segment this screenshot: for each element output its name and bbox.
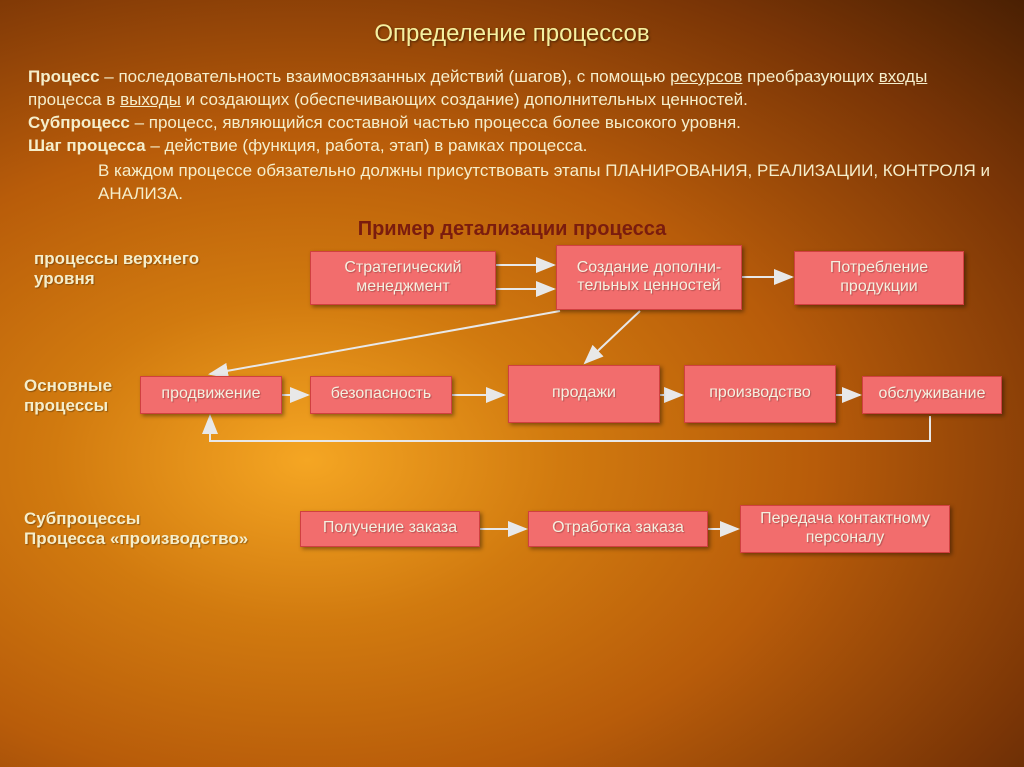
definition-stages: В каждом процессе обязательно должны при… — [28, 160, 996, 206]
box-order-processing: Отработка заказа — [528, 511, 708, 547]
definition-subprocess: Субпроцесс – процесс, являющийся составн… — [28, 112, 996, 135]
box-security: безопасность — [310, 376, 452, 414]
diagram-area: процессы верхнего уровня Основные процес… — [0, 241, 1024, 701]
label-top-row: процессы верхнего уровня — [34, 249, 199, 290]
definitions-block: Процесс – последовательность взаимосвяза… — [0, 48, 1024, 214]
box-transfer-personnel: Передача контактному персоналу — [740, 505, 950, 553]
label-bot-row: Субпроцессы Процесса «производство» — [24, 509, 248, 550]
definition-step: Шаг процесса – действие (функция, работа… — [28, 135, 996, 158]
box-consumption: Потребление продукции — [794, 251, 964, 305]
box-service: обслуживание — [862, 376, 1002, 414]
connectors-svg — [0, 241, 1024, 701]
box-promotion: продвижение — [140, 376, 282, 414]
diagram-subtitle: Пример детализации процесса — [0, 218, 1024, 241]
box-additional-values: Создание дополни- тельных ценностей — [556, 245, 742, 310]
label-mid-row: Основные процессы — [24, 376, 112, 417]
page-title: Определение процессов — [0, 0, 1024, 48]
box-sales: продажи — [508, 365, 660, 423]
box-production: производство — [684, 365, 836, 423]
box-strategic-management: Стратегический менеджмент — [310, 251, 496, 305]
box-order-receipt: Получение заказа — [300, 511, 480, 547]
definition-process: Процесс – последовательность взаимосвяза… — [28, 66, 996, 112]
